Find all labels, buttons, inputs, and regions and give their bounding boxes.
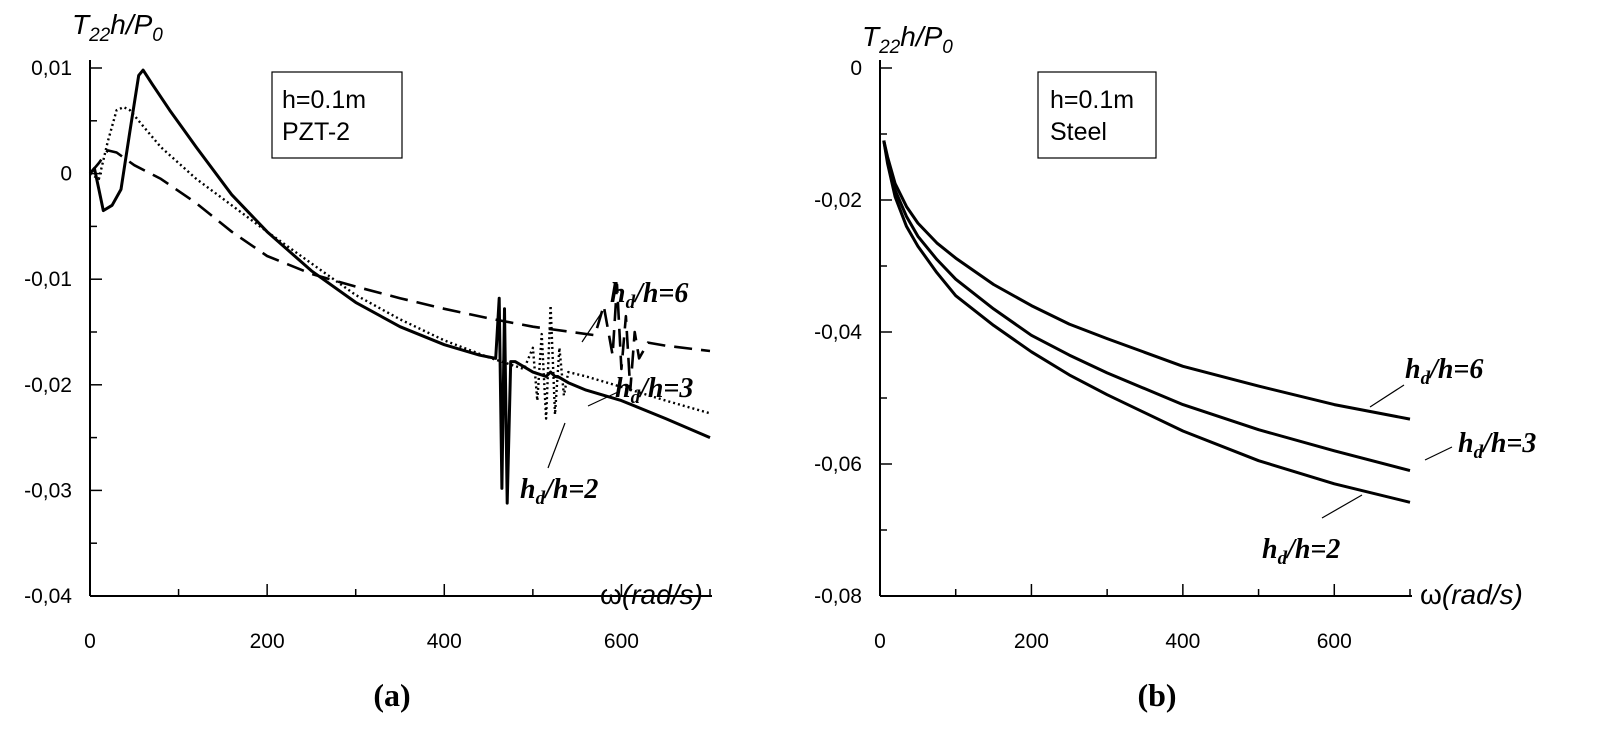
curve-label-sub: d <box>631 387 641 408</box>
x-title-unit: (rad/s) <box>1442 579 1523 610</box>
x-axis-title: ω(rad/s) <box>1420 579 1523 610</box>
y-tick-label: -0,02 <box>814 189 862 212</box>
curve-leader-line <box>1424 446 1453 461</box>
info-box <box>1037 71 1157 159</box>
panel-label: (a) <box>373 677 410 713</box>
y-title-main: T <box>72 9 91 40</box>
x-tick-label: 200 <box>250 630 285 653</box>
x-title-symbol: ω <box>1420 579 1442 610</box>
y-title-rest: h/P <box>110 9 152 40</box>
curve-label-sub: d <box>536 488 546 509</box>
curve-label-rest: /h=2 <box>1285 534 1340 565</box>
info-box <box>271 71 403 159</box>
curve-label-rest: /h=6 <box>633 278 688 309</box>
curve-label: hd/h=3 <box>615 373 693 408</box>
y-title-main: T <box>862 21 881 52</box>
x-tick-label: 0 <box>84 630 96 653</box>
x-tick-label: 200 <box>1014 630 1049 653</box>
info-box-line: Steel <box>1050 118 1107 146</box>
y-tick-label: -0,01 <box>24 268 72 291</box>
curve-label-rest: /h=3 <box>638 373 693 404</box>
y-axis-title: T22h/P0 <box>72 9 163 46</box>
y-axis-title: T22h/P0 <box>862 21 953 58</box>
curve-label-rest: /h=6 <box>1428 354 1483 385</box>
x-title-unit: (rad/s) <box>622 579 703 610</box>
curve-label: hd/h=6 <box>610 278 688 313</box>
curve-leader-line <box>1369 384 1405 408</box>
curve-label: hd/h=3 <box>1458 428 1536 463</box>
y-title-rest: h/P <box>900 21 942 52</box>
curve-label-rest: /h=3 <box>1481 428 1536 459</box>
series-hd-h-6 <box>89 149 711 392</box>
y-title-sub: 22 <box>88 25 111 46</box>
x-tick-label: 400 <box>427 630 462 653</box>
curve-label-sub: d <box>1278 548 1288 569</box>
curve-label-main: h <box>1405 354 1421 385</box>
y-tick-label: -0,08 <box>814 585 862 608</box>
info-box-line: PZT-2 <box>282 118 350 146</box>
curve-leader-line <box>581 311 603 343</box>
y-tick-label: 0 <box>850 57 862 80</box>
curve-label-main: h <box>1458 428 1474 459</box>
y-title-sub2: 0 <box>942 37 953 58</box>
series-hd-h-3 <box>89 105 711 420</box>
info-box-line: h=0.1m <box>1050 86 1134 114</box>
panel-label: (b) <box>1137 677 1176 713</box>
curve-label: hd/h=2 <box>520 474 598 509</box>
x-tick-label: 0 <box>874 630 886 653</box>
x-tick-label: 600 <box>604 630 639 653</box>
curve-label-sub: d <box>626 292 636 313</box>
series-hd-h-2 <box>88 68 711 505</box>
curve-label-main: h <box>610 278 626 309</box>
x-tick-label: 400 <box>1165 630 1200 653</box>
y-tick-label: -0,04 <box>24 585 72 608</box>
curve-label-sub: d <box>1421 368 1431 389</box>
y-tick-label: -0,04 <box>814 321 862 344</box>
curve-label-sub: d <box>1474 442 1484 463</box>
curve-label-main: h <box>615 373 631 404</box>
series-hd-h-2 <box>882 140 1411 504</box>
panel-b: 0-0,02-0,04-0,06-0,080 200 400 600T22h/P0ω(… <box>814 21 1536 713</box>
curve-leader-line <box>587 391 619 407</box>
curve-label-main: h <box>520 474 536 505</box>
y-title-sub: 22 <box>878 37 901 58</box>
y-tick-label: 0 <box>60 163 72 186</box>
curve-label: hd/h=2 <box>1262 534 1340 569</box>
x-axis-title: ω(rad/s) <box>600 579 703 610</box>
x-tick-label: 600 <box>1317 630 1352 653</box>
y-title-sub2: 0 <box>152 25 163 46</box>
y-tick-label: -0,06 <box>814 453 862 476</box>
curve-leader-line <box>1321 494 1363 519</box>
y-tick-label: -0,03 <box>24 479 72 502</box>
curve-label-main: h <box>1262 534 1278 565</box>
series-hd-h-3 <box>882 140 1411 473</box>
x-title-symbol: ω <box>600 579 622 610</box>
panel-a: 0,010-0,01-0,02-0,03-0,040 200 400 600T22h/… <box>24 9 712 713</box>
curve-leader-line <box>547 422 566 469</box>
y-tick-label: 0,01 <box>31 57 72 80</box>
series-hd-h-6 <box>882 140 1411 421</box>
y-tick-label: -0,02 <box>24 374 72 397</box>
info-box-line: h=0.1m <box>282 86 366 114</box>
curve-label-rest: /h=2 <box>543 474 598 505</box>
curve-label: hd/h=6 <box>1405 354 1483 389</box>
